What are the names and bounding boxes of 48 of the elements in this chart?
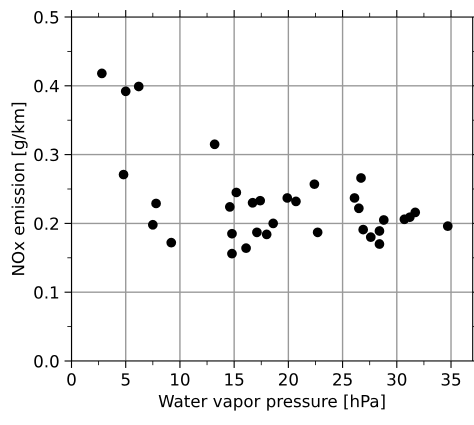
point bbox=[120, 86, 131, 96]
x-tick-label: 20 bbox=[278, 373, 298, 386]
point bbox=[378, 215, 389, 225]
point bbox=[227, 228, 237, 239]
x-axis-title: Water vapor pressure [hPa] bbox=[158, 394, 385, 411]
point bbox=[268, 218, 278, 228]
x-tick-label: 10 bbox=[171, 373, 190, 386]
point bbox=[410, 208, 420, 218]
point bbox=[374, 226, 384, 236]
point bbox=[312, 227, 323, 238]
point bbox=[255, 196, 266, 206]
x-tick-label: 30 bbox=[387, 373, 406, 386]
y-tick-label: 0.0 bbox=[34, 354, 59, 368]
point bbox=[310, 179, 320, 190]
point bbox=[248, 198, 258, 208]
point bbox=[356, 173, 366, 183]
point bbox=[358, 224, 368, 234]
point bbox=[151, 198, 161, 208]
x-tick-label: 15 bbox=[225, 373, 244, 386]
point bbox=[241, 243, 251, 254]
y-tick-label: 0.2 bbox=[34, 217, 58, 230]
point bbox=[374, 239, 384, 249]
y-tick-label: 0.1 bbox=[34, 286, 58, 299]
x-tick-label: 25 bbox=[333, 373, 352, 386]
point bbox=[252, 227, 262, 238]
y-tick-label: 0.3 bbox=[34, 148, 58, 162]
point bbox=[350, 193, 360, 203]
point bbox=[231, 188, 242, 198]
x-tick-label: 35 bbox=[442, 373, 460, 386]
point bbox=[210, 139, 220, 150]
point bbox=[224, 202, 235, 212]
point bbox=[366, 232, 376, 242]
point bbox=[118, 170, 128, 180]
point bbox=[354, 203, 364, 214]
x-tick-label: 0 bbox=[67, 373, 76, 386]
y-tick-label: 0.5 bbox=[34, 10, 58, 24]
point bbox=[291, 196, 301, 206]
x-tick-label: 5 bbox=[122, 373, 130, 386]
point bbox=[166, 238, 176, 248]
y-tick-label: 0.4 bbox=[34, 80, 59, 92]
point bbox=[227, 248, 237, 259]
point bbox=[97, 68, 107, 78]
point bbox=[134, 82, 144, 92]
point bbox=[148, 220, 158, 230]
point bbox=[262, 230, 272, 240]
point bbox=[442, 221, 453, 232]
y-axis-title: NOx emission [g/km] bbox=[12, 102, 28, 275]
point bbox=[282, 193, 292, 203]
